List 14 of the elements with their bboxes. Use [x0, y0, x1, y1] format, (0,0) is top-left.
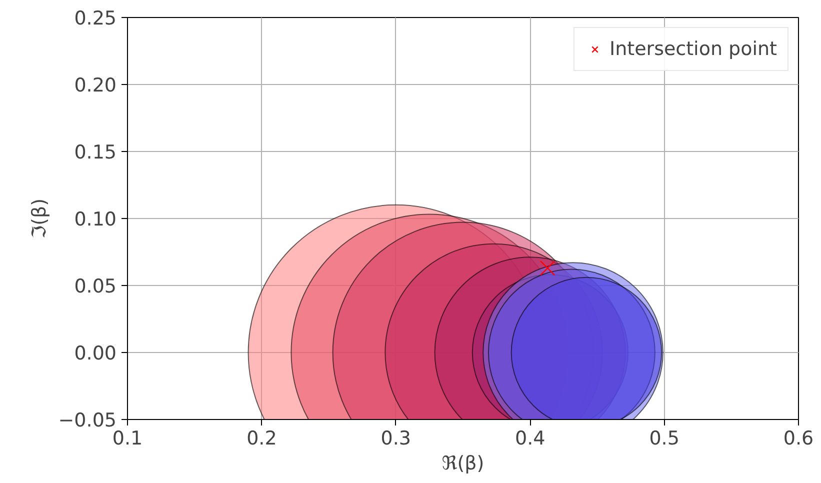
y-tick-label: 0.10: [74, 208, 117, 230]
x-tick-label: 0.2: [246, 428, 277, 450]
legend-label: Intersection point: [609, 38, 777, 60]
x-axis-title: ℜ(β): [442, 452, 484, 474]
x-tick-label: 0.3: [380, 428, 412, 450]
y-tick-label: 0.00: [74, 342, 117, 364]
y-tick-label: 0.25: [74, 8, 117, 30]
y-tick-label: 0.05: [74, 276, 117, 298]
x-tick-label: 0.4: [514, 428, 546, 450]
x-tick-label: 0.5: [649, 428, 680, 450]
y-tick-label: 0.15: [74, 142, 117, 164]
y-tick-label: 0.20: [74, 74, 117, 96]
y-axis-title: ℑ(β): [28, 198, 50, 239]
x-tick-label: 0.6: [783, 428, 814, 450]
